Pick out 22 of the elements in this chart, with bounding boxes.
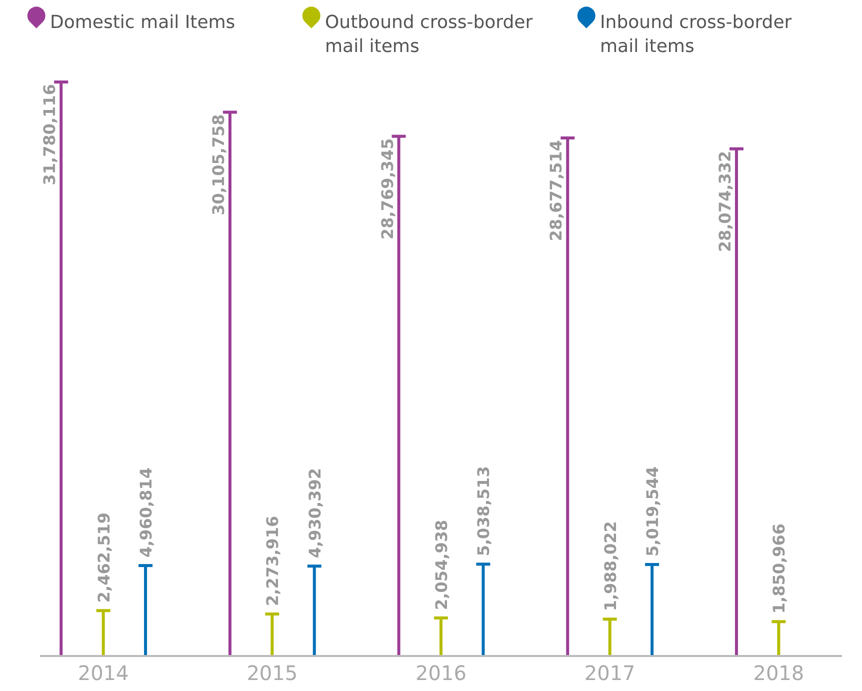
legend-label: Inbound cross-border mail items bbox=[600, 12, 792, 57]
data-label: 4,960,814 bbox=[136, 467, 156, 558]
data-label: 5,019,544 bbox=[643, 466, 662, 556]
data-label: 31,780,116 bbox=[40, 84, 60, 186]
x-tick-label: 2015 bbox=[246, 661, 298, 685]
data-label: 28,769,345 bbox=[378, 138, 397, 240]
data-label: 5,038,513 bbox=[474, 466, 494, 556]
data-label: 2,462,519 bbox=[94, 512, 114, 603]
data-label: 1,988,022 bbox=[600, 521, 620, 612]
x-tick-label: 2016 bbox=[416, 661, 466, 685]
x-tick-label: 2017 bbox=[584, 661, 636, 685]
data-label: 2,054,938 bbox=[432, 520, 451, 610]
data-label: 4,930,392 bbox=[305, 468, 324, 558]
data-label: 30,105,758 bbox=[208, 114, 228, 216]
data-label: 1,850,966 bbox=[770, 524, 789, 614]
data-label: 28,677,514 bbox=[546, 140, 566, 242]
legend-label: Outbound cross-border mail items bbox=[325, 12, 534, 57]
x-tick-label: 2018 bbox=[753, 661, 804, 685]
x-tick-label: 2014 bbox=[78, 661, 129, 685]
data-label: 2,273,916 bbox=[263, 516, 282, 606]
data-label: 28,074,332 bbox=[715, 150, 734, 252]
legend-label: Domestic mail Items bbox=[50, 12, 236, 33]
